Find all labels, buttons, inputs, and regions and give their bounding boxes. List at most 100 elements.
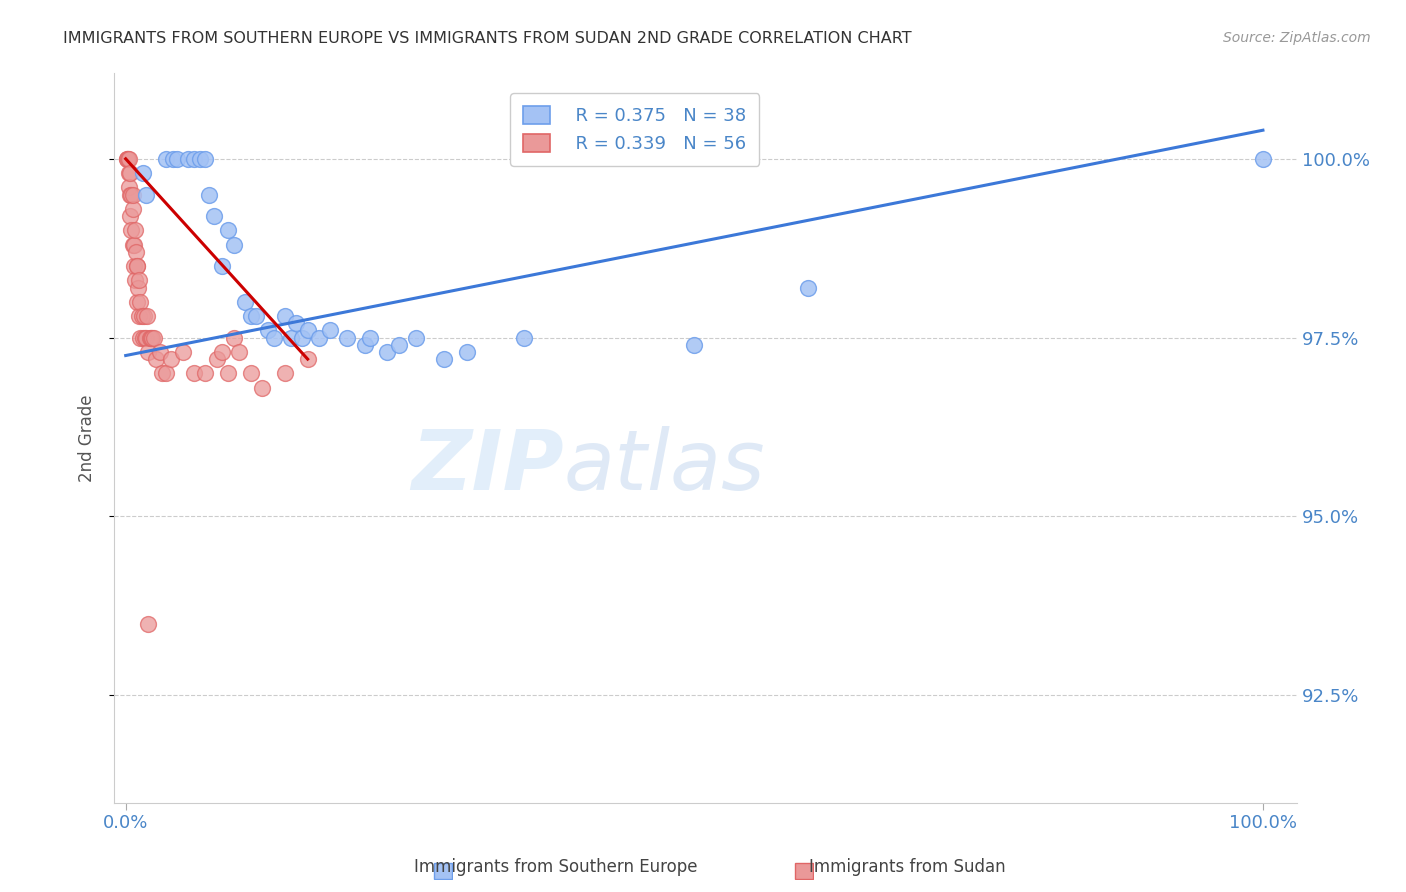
Point: [233, 294, 256, 309]
Text: Immigrants from Sudan: Immigrants from Sudan: [808, 858, 1005, 876]
Point: [308, 331, 330, 345]
Point: [150, 367, 173, 381]
Point: [132, 331, 155, 345]
Point: [135, 331, 157, 345]
Point: [222, 237, 245, 252]
Point: [183, 152, 205, 166]
Point: [138, 345, 160, 359]
Point: [375, 345, 398, 359]
Point: [125, 259, 148, 273]
Text: Immigrants from Southern Europe: Immigrants from Southern Europe: [413, 858, 697, 876]
Point: [125, 294, 148, 309]
Point: [202, 209, 225, 223]
Point: [166, 152, 188, 166]
Point: [177, 152, 200, 166]
Point: [239, 367, 262, 381]
Point: [121, 202, 143, 216]
Y-axis label: 2nd Grade: 2nd Grade: [79, 394, 96, 482]
Point: [797, 280, 820, 294]
Point: [122, 259, 145, 273]
Point: [117, 152, 139, 166]
Point: [120, 166, 142, 180]
Point: [143, 331, 166, 345]
Point: [388, 338, 411, 352]
Point: [194, 152, 217, 166]
Point: [250, 381, 273, 395]
Point: [122, 237, 145, 252]
Point: [128, 309, 150, 323]
Point: [128, 273, 150, 287]
Point: [124, 223, 146, 237]
Point: [120, 209, 142, 223]
Point: [129, 331, 152, 345]
Point: [136, 309, 159, 323]
Point: [155, 367, 177, 381]
Point: [138, 331, 160, 345]
Point: [211, 345, 233, 359]
Point: [353, 338, 375, 352]
Point: [217, 367, 239, 381]
Point: [145, 352, 167, 367]
Point: [405, 331, 427, 345]
Point: [118, 152, 141, 166]
Point: [131, 309, 153, 323]
Point: [280, 331, 302, 345]
Point: [118, 187, 141, 202]
Point: [120, 223, 142, 237]
Point: [245, 309, 267, 323]
Point: [188, 152, 211, 166]
Point: [149, 345, 172, 359]
Point: [239, 309, 262, 323]
Point: [183, 367, 205, 381]
Point: [134, 331, 156, 345]
Point: [297, 352, 319, 367]
Point: [217, 223, 239, 237]
Point: [683, 338, 706, 352]
Point: [263, 331, 285, 345]
Point: [228, 345, 250, 359]
Point: [124, 273, 146, 287]
Point: [336, 331, 359, 345]
Point: [359, 331, 381, 345]
Point: [194, 367, 217, 381]
Point: [122, 187, 145, 202]
Point: [117, 166, 139, 180]
Point: [117, 152, 139, 166]
Point: [291, 331, 314, 345]
Legend:   R = 0.375   N = 38,   R = 0.339   N = 56: R = 0.375 N = 38, R = 0.339 N = 56: [510, 93, 759, 166]
Text: IMMIGRANTS FROM SOUTHERN EUROPE VS IMMIGRANTS FROM SUDAN 2ND GRADE CORRELATION C: IMMIGRANTS FROM SOUTHERN EUROPE VS IMMIG…: [63, 31, 912, 46]
Point: [132, 309, 155, 323]
Point: [135, 187, 157, 202]
Point: [125, 259, 148, 273]
Point: [211, 259, 233, 273]
Point: [127, 280, 149, 294]
Point: [205, 352, 228, 367]
Point: [172, 345, 194, 359]
Point: [120, 187, 142, 202]
Point: [512, 331, 534, 345]
Point: [297, 324, 319, 338]
Point: [118, 180, 141, 194]
Point: [197, 187, 219, 202]
Point: [155, 152, 177, 166]
Point: [1251, 152, 1274, 166]
Point: [121, 237, 143, 252]
Point: [274, 309, 297, 323]
Text: atlas: atlas: [564, 426, 765, 508]
Point: [257, 324, 280, 338]
Point: [132, 166, 155, 180]
Text: Source: ZipAtlas.com: Source: ZipAtlas.com: [1223, 31, 1371, 45]
Point: [456, 345, 478, 359]
Point: [222, 331, 245, 345]
Point: [138, 616, 160, 631]
Point: [274, 367, 297, 381]
Text: ZIP: ZIP: [411, 426, 564, 508]
Point: [319, 324, 342, 338]
Point: [129, 294, 152, 309]
Point: [160, 352, 183, 367]
Point: [285, 316, 308, 330]
Point: [141, 331, 163, 345]
Point: [433, 352, 456, 367]
Point: [139, 331, 162, 345]
Point: [125, 244, 148, 259]
